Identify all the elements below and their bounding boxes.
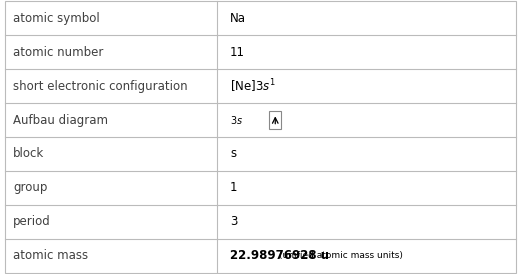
Text: (unified atomic mass units): (unified atomic mass units) (279, 251, 403, 260)
Text: $3s$: $3s$ (230, 114, 243, 126)
Text: Aufbau diagram: Aufbau diagram (13, 113, 108, 127)
Text: atomic number: atomic number (13, 46, 103, 59)
Text: 22.98976928 u: 22.98976928 u (230, 249, 329, 262)
Text: group: group (13, 181, 47, 194)
Text: 3: 3 (230, 215, 238, 228)
Text: $\mathregular{[Ne]3}s^1$: $\mathregular{[Ne]3}s^1$ (230, 77, 276, 95)
Text: block: block (13, 147, 44, 161)
Text: atomic mass: atomic mass (13, 249, 88, 262)
Text: Na: Na (230, 12, 246, 25)
Text: s: s (230, 147, 236, 161)
Text: period: period (13, 215, 51, 228)
Text: short electronic configuration: short electronic configuration (13, 80, 188, 93)
Text: 1: 1 (230, 181, 238, 194)
Bar (269, 111, 281, 129)
Text: atomic symbol: atomic symbol (13, 12, 100, 25)
Text: 11: 11 (230, 46, 245, 59)
